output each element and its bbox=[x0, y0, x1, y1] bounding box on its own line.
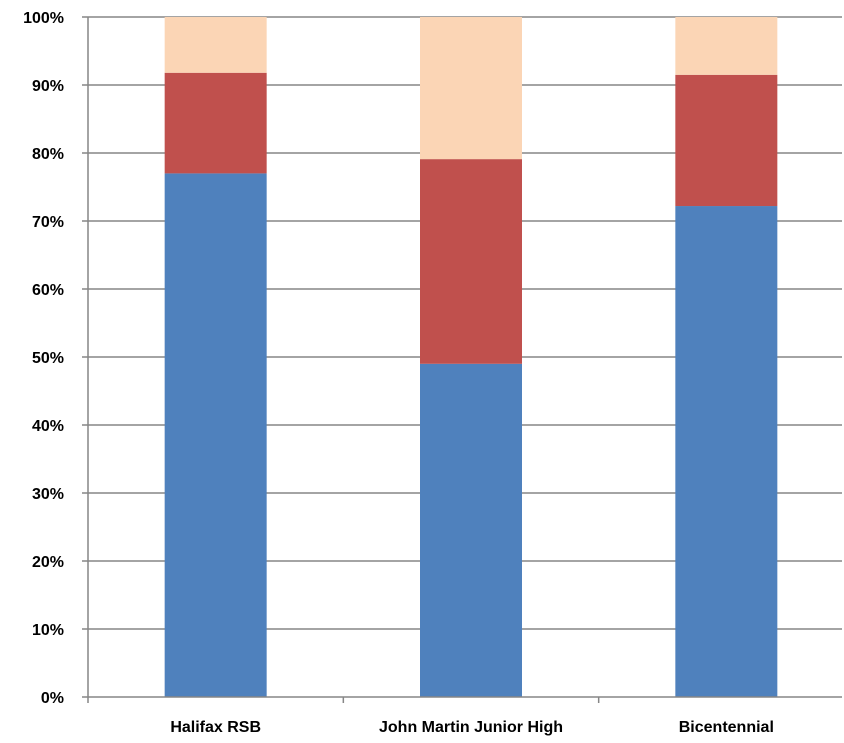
bar-segment-series-2-cat-3 bbox=[675, 74, 778, 207]
y-tick-label: 70% bbox=[32, 214, 64, 231]
axes bbox=[82, 16, 842, 703]
y-tick-label: 20% bbox=[32, 554, 64, 571]
y-tick-label: 30% bbox=[32, 486, 64, 503]
bar-stacks bbox=[164, 17, 778, 698]
x-category-label: Bicentennial bbox=[679, 719, 774, 736]
y-tick-label: 80% bbox=[32, 146, 64, 163]
bar-segment-series-1-cat-1 bbox=[164, 173, 267, 697]
y-tick-label: 60% bbox=[32, 282, 64, 299]
y-tick-label: 90% bbox=[32, 78, 64, 95]
bar-segment-series-2-cat-1 bbox=[164, 72, 267, 174]
y-tick-label: 10% bbox=[32, 622, 64, 639]
bar-segment-series-1-cat-2 bbox=[420, 363, 522, 697]
y-tick-label: 0% bbox=[41, 690, 64, 707]
bar-segment-series-2-cat-2 bbox=[420, 159, 522, 364]
y-axis-tick-labels: 0% 10% 20% 30% 40% 50% 60% 70% 80% 90% 100% bbox=[23, 10, 64, 707]
bar-segment-series-3-cat-1 bbox=[164, 17, 267, 73]
y-tick-label: 100% bbox=[23, 10, 64, 27]
bar-segment-series-1-cat-3 bbox=[675, 206, 778, 698]
x-category-label: John Martin Junior High bbox=[379, 719, 563, 736]
bar-segment-series-3-cat-2 bbox=[420, 17, 522, 160]
y-tick-label: 50% bbox=[32, 350, 64, 367]
x-category-label: Halifax RSB bbox=[170, 719, 261, 736]
x-axis-category-labels: Halifax RSB John Martin Junior High Bicent… bbox=[170, 719, 774, 736]
bar-segment-series-3-cat-3 bbox=[675, 17, 778, 75]
y-tick-label: 40% bbox=[32, 418, 64, 435]
